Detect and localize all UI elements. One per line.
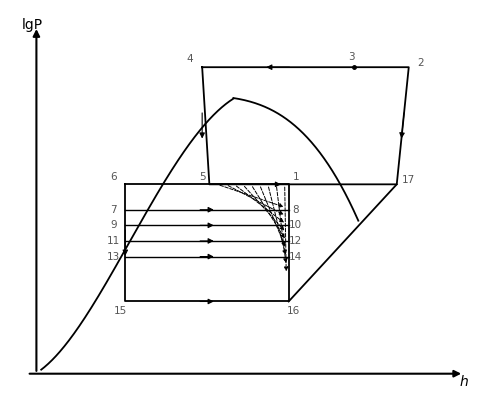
Text: 4: 4	[187, 54, 193, 65]
Text: 14: 14	[289, 251, 302, 262]
Text: 8: 8	[293, 205, 299, 215]
Text: 2: 2	[417, 58, 424, 68]
Text: 17: 17	[402, 175, 416, 185]
Text: h: h	[460, 375, 469, 389]
Text: 9: 9	[110, 220, 117, 230]
Text: 1: 1	[293, 172, 299, 182]
Text: 3: 3	[348, 52, 354, 63]
Text: 13: 13	[106, 251, 120, 262]
Text: 15: 15	[114, 306, 127, 316]
Text: 6: 6	[110, 172, 117, 182]
Text: 11: 11	[106, 236, 120, 246]
Text: 7: 7	[110, 205, 117, 215]
Text: 5: 5	[199, 172, 206, 182]
Text: 16: 16	[287, 306, 300, 316]
Text: 10: 10	[289, 220, 302, 230]
Text: 12: 12	[289, 236, 302, 246]
Text: lgP: lgP	[22, 18, 43, 32]
